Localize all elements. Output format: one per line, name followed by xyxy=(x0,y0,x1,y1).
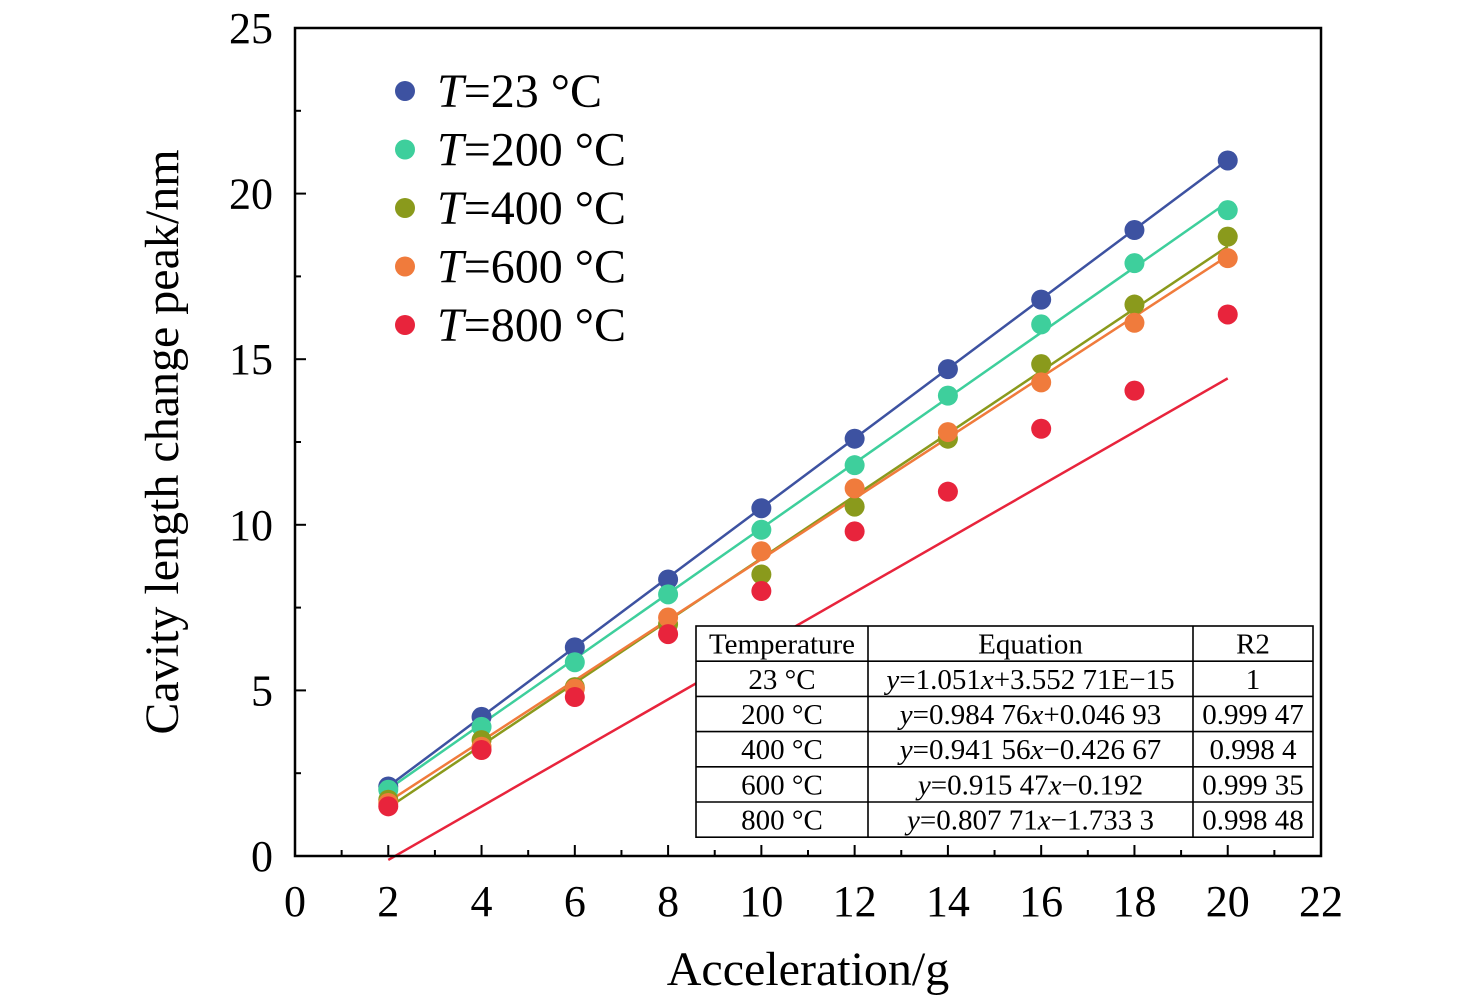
data-point xyxy=(1031,418,1052,439)
table-temp-cell: 400 °C xyxy=(741,734,823,766)
x-tick-label: 2 xyxy=(377,877,399,926)
x-tick-label: 4 xyxy=(471,877,493,926)
data-point xyxy=(1124,253,1145,274)
table-equation-cell: y=0.915 47x−0.192 xyxy=(915,769,1143,801)
data-point xyxy=(1124,380,1145,401)
data-point xyxy=(471,740,492,761)
data-point xyxy=(751,519,772,540)
x-tick-label: 14 xyxy=(926,877,970,926)
table-equation-cell: y=0.984 76x+0.046 93 xyxy=(897,699,1161,731)
y-axis-title: Cavity length change peak/nm xyxy=(136,149,189,734)
x-tick-label: 20 xyxy=(1206,877,1250,926)
table-r2-cell: 1 xyxy=(1246,664,1261,696)
fit-line xyxy=(387,245,1229,809)
x-tick-label: 0 xyxy=(284,877,306,926)
table-temp-cell: 800 °C xyxy=(741,805,823,837)
table-temp-cell: 600 °C xyxy=(741,769,823,801)
x-tick-label: 8 xyxy=(657,877,679,926)
data-points xyxy=(378,150,1238,817)
data-point xyxy=(751,541,772,562)
data-point xyxy=(658,584,679,605)
legend-marker xyxy=(395,198,415,218)
data-point xyxy=(844,496,865,517)
y-tick-label: 15 xyxy=(229,335,273,384)
table-r2-cell: 0.998 48 xyxy=(1202,805,1304,837)
table-header-cell: R2 xyxy=(1236,629,1270,661)
data-point xyxy=(1031,372,1052,393)
data-point xyxy=(1031,354,1052,375)
table-r2-cell: 0.999 47 xyxy=(1202,699,1304,731)
fit-line xyxy=(387,377,1229,861)
x-tick-label: 12 xyxy=(833,877,877,926)
data-point xyxy=(658,624,679,645)
fit-line xyxy=(387,201,1229,791)
data-point xyxy=(1124,220,1145,241)
table-temp-cell: 200 °C xyxy=(741,699,823,731)
plot-frame xyxy=(293,26,1323,858)
y-tick-label: 10 xyxy=(229,501,273,550)
data-point xyxy=(937,481,958,502)
data-point xyxy=(564,652,585,673)
data-point xyxy=(564,637,585,658)
y-tick-label: 5 xyxy=(251,666,273,715)
legend-label: T=800 °C xyxy=(437,299,626,352)
data-point xyxy=(1124,312,1145,333)
y-tick-label: 25 xyxy=(229,4,273,53)
data-point xyxy=(751,498,772,519)
data-point xyxy=(1217,226,1238,247)
data-point xyxy=(844,521,865,542)
x-tick-label: 18 xyxy=(1112,877,1156,926)
tick-labels: 0 2 4 6 8 10 12 14 16 18 20 22 0 5 10 15 20 25 xyxy=(229,4,1343,926)
data-point xyxy=(1031,314,1052,335)
equation-table: Temperature Equation R2 23 °C y=1.051x+3.552… xyxy=(695,625,1314,838)
data-point xyxy=(844,455,865,476)
legend: T=23 °C T=200 °CT=400 °C T=600 °CT=800 °C xyxy=(395,65,626,352)
table-r2-cell: 0.998 4 xyxy=(1210,734,1298,766)
y-tick-label: 20 xyxy=(229,170,273,219)
data-point xyxy=(658,569,679,590)
legend-marker xyxy=(395,315,415,335)
data-point xyxy=(844,428,865,449)
table-temp-cell: 23 °C xyxy=(748,664,815,696)
x-tick-label: 22 xyxy=(1299,877,1343,926)
fit-lines xyxy=(387,158,1229,861)
legend-marker xyxy=(395,81,415,101)
x-tick-label: 10 xyxy=(739,877,783,926)
data-point xyxy=(564,687,585,708)
legend-marker xyxy=(395,256,415,277)
table-r2-cell: 0.999 35 xyxy=(1202,769,1304,801)
fit-line xyxy=(387,254,1229,803)
data-point xyxy=(1031,289,1052,310)
data-point xyxy=(1217,304,1238,325)
legend-marker xyxy=(395,139,415,160)
data-point xyxy=(1124,294,1145,315)
data-point xyxy=(937,385,958,406)
data-point xyxy=(937,359,958,380)
x-tick-label: 6 xyxy=(564,877,586,926)
legend-label: T=23 °C xyxy=(437,65,602,118)
legend-label: T=200 °C xyxy=(437,124,626,177)
data-point xyxy=(1217,248,1238,269)
data-point xyxy=(751,581,772,602)
data-point xyxy=(378,796,399,817)
table-header-cell: Temperature xyxy=(709,629,855,661)
legend-label: T=400 °C xyxy=(437,182,626,235)
table-equation-cell: y=1.051x+3.552 71E−15 xyxy=(883,664,1174,696)
data-point xyxy=(937,422,958,443)
data-point xyxy=(658,607,679,628)
x-axis-title: Acceleration/g xyxy=(667,943,950,996)
data-point xyxy=(1217,150,1238,171)
fit-line xyxy=(387,158,1229,788)
y-tick-label: 0 xyxy=(251,832,273,881)
table-equation-cell: y=0.941 56x−0.426 67 xyxy=(897,734,1161,766)
data-point xyxy=(844,478,865,499)
data-point xyxy=(751,564,772,585)
legend-label: T=600 °C xyxy=(437,241,626,294)
x-tick-label: 16 xyxy=(1019,877,1063,926)
table-header-cell: Equation xyxy=(978,629,1083,661)
table-equation-cell: y=0.807 71x−1.733 3 xyxy=(904,805,1154,837)
data-point xyxy=(1217,200,1238,221)
